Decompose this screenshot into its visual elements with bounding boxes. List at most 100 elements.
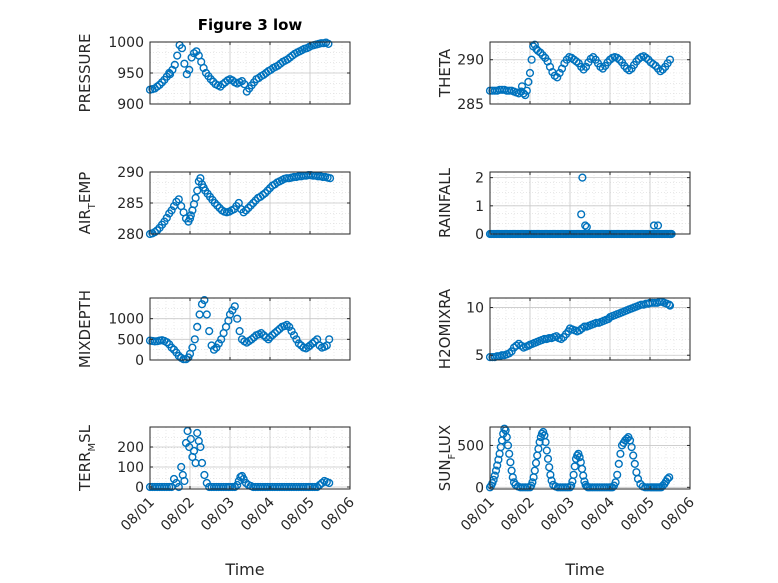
data-point (546, 470, 555, 479)
data-point (545, 334, 554, 343)
data-point (186, 434, 195, 444)
data-point (187, 53, 196, 62)
y-axis-label-rest: SL (76, 424, 94, 443)
data-point (530, 40, 539, 49)
data-point (541, 438, 550, 447)
data-point (310, 482, 319, 492)
data-point (521, 90, 530, 100)
data-point (578, 173, 587, 182)
data-point (292, 335, 301, 344)
data-point (189, 446, 199, 456)
y-tick-label: 200 (117, 440, 144, 456)
y-tick-label: 1 (475, 199, 484, 215)
data-point (185, 65, 194, 75)
data-point (310, 337, 319, 346)
data-point (524, 77, 533, 87)
subplot-rainfall: 0 1 2 RAINFALL (436, 167, 691, 243)
data-point (225, 310, 235, 319)
data-point (177, 462, 186, 472)
y-tick-label: 0 (135, 353, 144, 369)
data-point (579, 471, 588, 480)
data-point (324, 39, 333, 49)
data-point (494, 455, 503, 464)
y-tick-label: 0 (475, 227, 484, 243)
data-point (249, 198, 258, 208)
data-point (180, 59, 189, 68)
data-point (665, 55, 675, 64)
axes-box (489, 41, 691, 105)
data-point (531, 458, 541, 468)
data-point (241, 206, 251, 215)
y-tick-label: 5 (475, 348, 484, 364)
y-axis-label-subscript: M (87, 443, 98, 452)
y-tick-label: 285 (117, 196, 144, 212)
y-axis-label-main: PRESSURE (76, 34, 94, 113)
x-tick-label: 08/02 (498, 495, 538, 535)
x-tick-label: 08/04 (578, 494, 618, 534)
subplot-terr: 0 100 200 TERRMSL 08/01 08/02 08/03 08/04 08/05 0… (76, 424, 358, 579)
data-point (313, 482, 322, 492)
y-axis-label: SUNFLUX (436, 425, 458, 491)
data-point (581, 62, 591, 71)
data-point (207, 341, 216, 350)
y-axis-label-subscript: T (87, 202, 98, 210)
y-axis-label-main: MIXDEPTH (76, 290, 94, 368)
data-point (665, 300, 674, 309)
data-point (261, 189, 270, 198)
y-axis-label-main: RAINFALL (436, 167, 454, 238)
data-point (263, 186, 272, 195)
y-axis-label: H2OMIXRA (436, 288, 454, 369)
data-point (230, 482, 239, 492)
data-point (282, 320, 291, 330)
data-point (616, 449, 625, 458)
y-tick-label: 950 (117, 66, 144, 82)
data-point (665, 473, 674, 482)
data-point (206, 75, 215, 84)
data-point (649, 221, 659, 230)
data-point (287, 327, 296, 336)
y-tick-label: 100 (117, 460, 144, 476)
data-point (575, 453, 584, 462)
data-point (165, 482, 174, 492)
data-point (543, 454, 553, 463)
data-point (500, 424, 509, 433)
y-tick-label: 1000 (108, 35, 144, 51)
data-point (182, 70, 191, 79)
data-point (325, 478, 334, 488)
y-axis-label: AIRTEMP (76, 172, 98, 235)
data-point (233, 480, 242, 490)
subplot-h2omixra: 5 10 H2OMIXRA (436, 288, 691, 369)
data-point (497, 351, 507, 360)
data-point (174, 195, 183, 204)
data-point (525, 68, 535, 78)
data-point (289, 331, 299, 340)
data-point (196, 442, 205, 452)
x-tick-label: 08/03 (198, 495, 238, 535)
data-point (581, 480, 590, 489)
y-axis-label-main: TERR (76, 452, 94, 493)
x-tick-label: 08/05 (618, 495, 658, 535)
data-point (185, 442, 194, 452)
data-point (665, 301, 675, 310)
axes-box (149, 297, 351, 361)
data-point (580, 322, 589, 331)
data-point (162, 482, 171, 492)
data-point (268, 331, 277, 340)
y-axis-label-main: H2OMIXRA (436, 288, 454, 369)
data-point (493, 461, 502, 470)
axes-box (489, 297, 691, 361)
data-point (581, 221, 590, 230)
y-tick-label: 280 (117, 227, 144, 243)
y-tick-label: 285 (457, 97, 484, 113)
data-point (202, 310, 211, 319)
figure-title: Figure 3 low (198, 16, 303, 34)
data-point (172, 197, 181, 206)
data-point (547, 476, 556, 485)
y-axis-label: RAINFALL (436, 167, 454, 238)
data-point (491, 466, 501, 475)
data-point (230, 302, 239, 311)
